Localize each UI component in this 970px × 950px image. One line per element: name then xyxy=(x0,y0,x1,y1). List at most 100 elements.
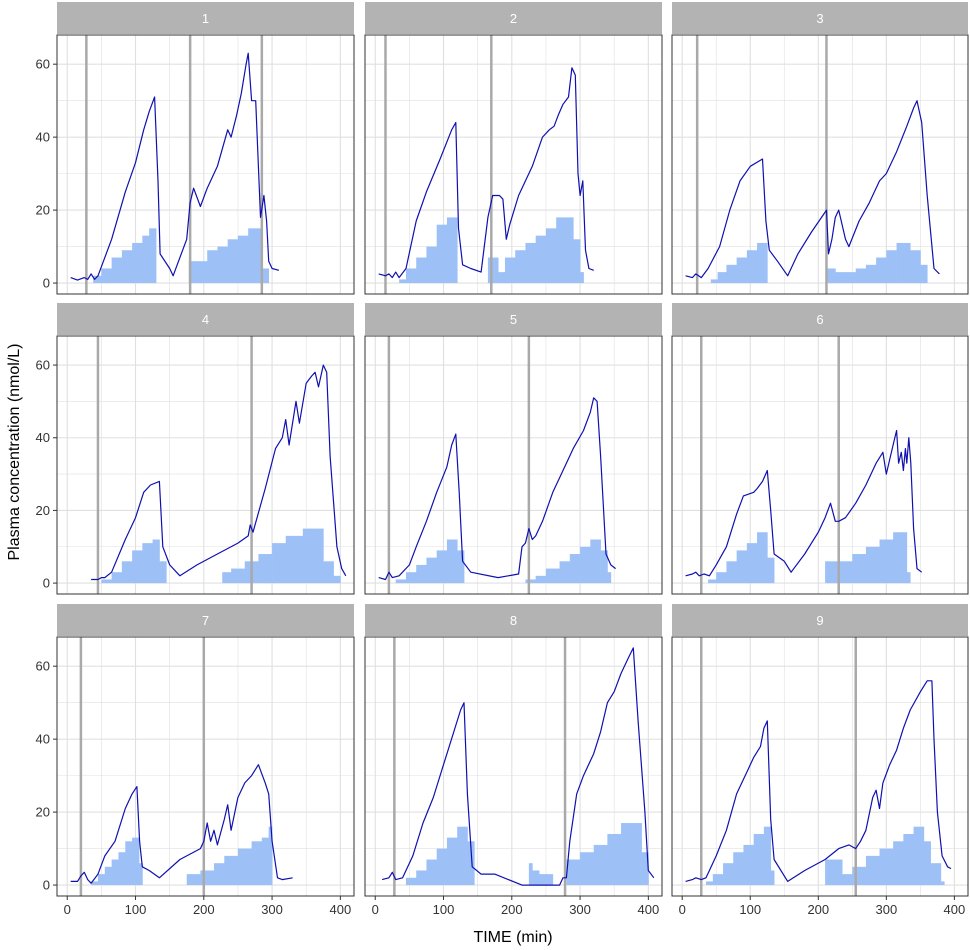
dose-bar xyxy=(838,561,853,584)
dose-bar xyxy=(91,881,99,886)
panel-1: 1 0 20 40 60 xyxy=(36,2,355,295)
panel-strip-label: 2 xyxy=(510,11,517,26)
dose-bar xyxy=(200,870,215,886)
dose-bar xyxy=(607,572,612,584)
dose-bar xyxy=(852,554,867,584)
concentration-line xyxy=(70,52,280,281)
dose-bar xyxy=(426,246,438,284)
concentration-line xyxy=(378,397,616,581)
x-tick-label: 100 xyxy=(739,902,761,917)
dose-bar xyxy=(395,579,407,584)
dose-bar xyxy=(556,217,574,284)
x-tick-label: 300 xyxy=(569,902,591,917)
dose-bar xyxy=(132,550,143,584)
dose-bar xyxy=(159,561,167,584)
dose-bar xyxy=(580,546,591,584)
panel-strip xyxy=(365,604,662,636)
x-tick-label: 400 xyxy=(329,902,351,917)
dose-bar xyxy=(535,575,547,584)
panel-5: 5 xyxy=(364,303,663,595)
dose-bar xyxy=(416,257,427,284)
dose-bar xyxy=(566,859,581,886)
dose-bar xyxy=(138,863,143,886)
dose-bar xyxy=(125,841,133,886)
concentration-line xyxy=(685,429,923,577)
x-tick-label: 400 xyxy=(637,902,659,917)
x-tick-label: 200 xyxy=(501,902,523,917)
dose-bar xyxy=(405,572,417,584)
dose-bar xyxy=(399,279,407,284)
panel-strip-label: 3 xyxy=(816,11,823,26)
dose-bar xyxy=(248,228,263,284)
panel-background xyxy=(57,35,354,294)
dose-bar xyxy=(231,568,246,584)
y-tick-label: 40 xyxy=(36,130,50,145)
dose-bar xyxy=(132,242,143,284)
dose-bar xyxy=(743,844,755,886)
dose-bar xyxy=(559,561,571,584)
dose-bar xyxy=(446,217,458,284)
dose-bar xyxy=(753,833,765,886)
dose-bar xyxy=(710,279,718,284)
concentration-line xyxy=(685,680,952,882)
dose-bar xyxy=(149,228,157,284)
dose-bar xyxy=(188,261,198,284)
dose-bar xyxy=(573,239,581,284)
dose-bar xyxy=(121,250,133,284)
dose-bar xyxy=(323,561,334,584)
panel-strip xyxy=(672,303,968,335)
dose-bar xyxy=(152,539,160,584)
dose-bar xyxy=(757,532,768,584)
dose-bar xyxy=(225,572,232,584)
y-tick-label: 60 xyxy=(36,659,50,674)
panel-strip-label: 8 xyxy=(510,613,517,628)
panel-strip-label: 6 xyxy=(816,312,823,327)
dose-bar xyxy=(101,579,113,584)
x-tick-label: 300 xyxy=(261,902,283,917)
y-tick-label: 60 xyxy=(36,358,50,373)
dose-bar xyxy=(97,874,106,886)
dose-bar xyxy=(467,841,475,886)
panel-border xyxy=(364,34,663,295)
dose-bar xyxy=(111,572,123,584)
dose-bar xyxy=(405,268,417,284)
dose-bar xyxy=(93,275,102,284)
x-tick-label: 0 xyxy=(679,902,686,917)
dose-bar xyxy=(835,272,843,284)
dose-bar xyxy=(717,272,727,284)
dose-bar xyxy=(111,859,119,886)
dose-bar xyxy=(405,877,417,886)
dose-bar xyxy=(132,837,140,886)
concentration-line xyxy=(70,764,293,884)
dose-bar xyxy=(708,579,717,584)
dose-bar xyxy=(757,242,768,284)
dose-bar xyxy=(763,826,772,886)
y-tick-label: 40 xyxy=(36,430,50,445)
concentration-line xyxy=(685,100,940,279)
x-axis-title: TIME (min) xyxy=(473,929,552,946)
y-tick-label: 20 xyxy=(36,805,50,820)
dose-bar xyxy=(207,250,218,284)
dose-bar xyxy=(736,550,748,584)
dose-bar xyxy=(446,837,458,886)
dose-bar xyxy=(736,257,748,284)
dose-bar xyxy=(214,863,225,886)
dose-bar xyxy=(876,257,887,284)
dose-bar xyxy=(118,852,126,886)
y-tick-label: 40 xyxy=(36,732,50,747)
dose-bar xyxy=(111,257,123,284)
dose-bar xyxy=(923,841,931,886)
x-tick-label: 100 xyxy=(125,902,147,917)
dose-bar xyxy=(498,272,506,284)
dose-bar xyxy=(237,848,252,886)
panel-border xyxy=(56,636,355,897)
panel-strip xyxy=(365,303,662,335)
dose-bar xyxy=(879,539,894,584)
concentration-line xyxy=(381,647,655,886)
panel-border xyxy=(364,636,663,897)
dose-bar xyxy=(535,235,547,284)
dose-bar xyxy=(227,239,239,284)
dose-bar xyxy=(528,863,533,886)
